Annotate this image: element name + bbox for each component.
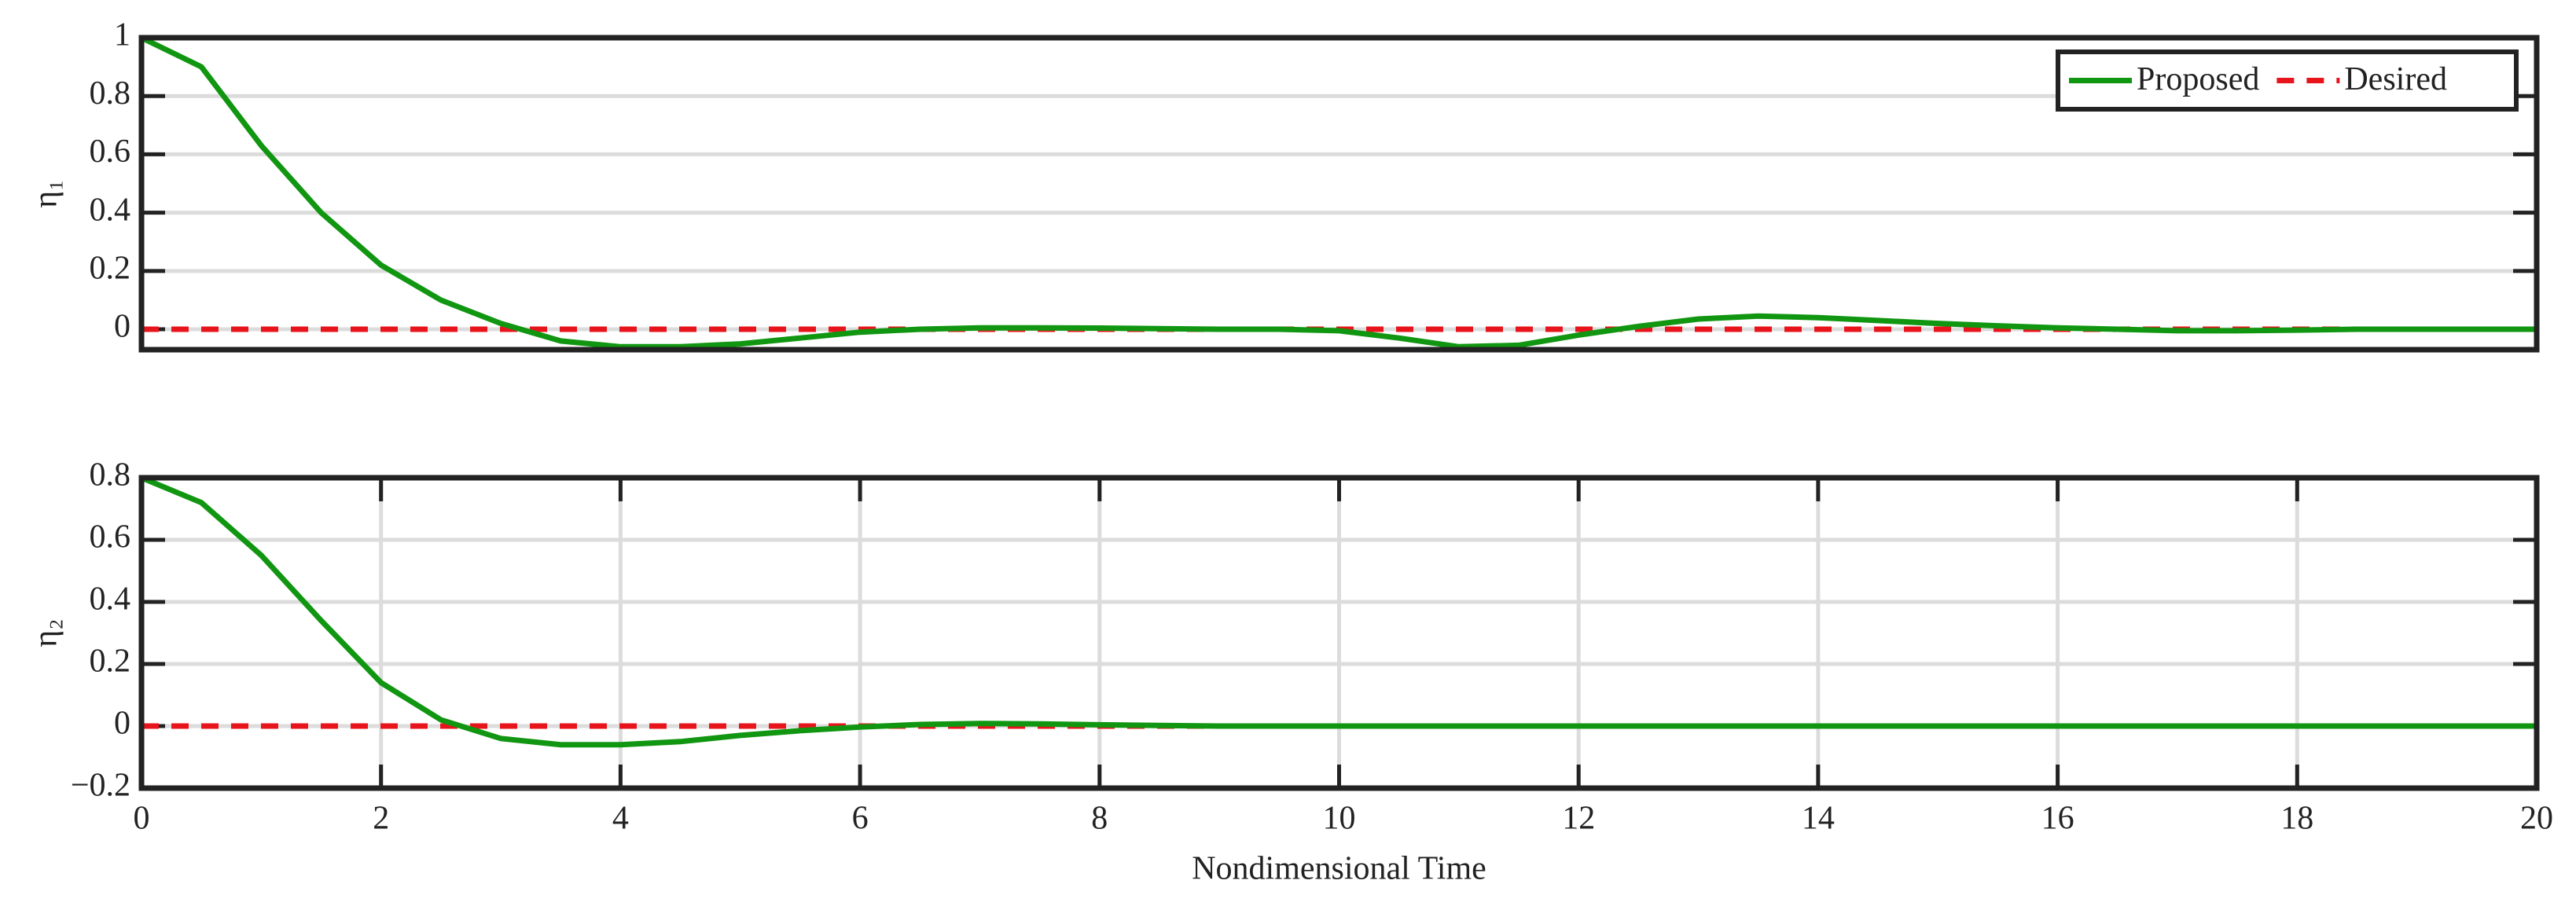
x-tick-label: 20 <box>2520 801 2553 837</box>
y-tick-label: 1 <box>114 17 130 53</box>
y-axis-label: η₂ <box>28 618 64 647</box>
y-tick-label: 0.2 <box>90 250 131 286</box>
y-tick-label: 0 <box>114 706 130 742</box>
y-tick-label: 0 <box>114 309 130 345</box>
x-tick-label: 12 <box>1562 801 1595 837</box>
y-axis-label: η₁ <box>28 179 64 208</box>
y-tick-label: 0.8 <box>90 75 131 112</box>
y-tick-label: 0.6 <box>90 519 131 556</box>
series-line <box>140 35 2537 350</box>
x-tick-label: 16 <box>2041 801 2074 837</box>
y-tick-label: 0.4 <box>90 581 131 618</box>
x-tick-label: 2 <box>373 801 389 837</box>
x-tick-label: 8 <box>1091 801 1108 837</box>
y-tick-label: −0.2 <box>71 768 130 804</box>
y-tick-label: 0.6 <box>90 134 131 170</box>
legend-label: Proposed <box>2137 61 2259 97</box>
x-tick-label: 6 <box>852 801 869 837</box>
y-tick-label: 0.4 <box>90 192 131 228</box>
x-tick-label: 18 <box>2280 801 2313 837</box>
x-axis-label: Nondimensional Time <box>1192 851 1486 887</box>
x-tick-label: 14 <box>1802 801 1835 837</box>
legend-label: Desired <box>2344 61 2447 97</box>
axes-frame <box>138 475 2540 791</box>
legend-box <box>2056 50 2519 112</box>
x-tick-label: 4 <box>612 801 629 837</box>
y-tick-label: 0.8 <box>90 457 131 493</box>
x-tick-label: 0 <box>134 801 150 837</box>
x-tick-label: 10 <box>1323 801 1356 837</box>
axes-frame <box>138 35 2540 353</box>
series-line <box>140 475 2537 748</box>
y-tick-label: 0.2 <box>90 644 131 680</box>
